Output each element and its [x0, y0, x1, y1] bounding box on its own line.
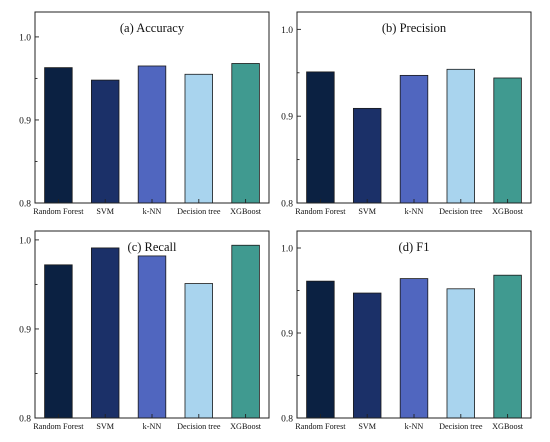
x-tick-label-f1-2: k-NN — [405, 422, 424, 431]
y-tick-label-f1-1: 0.9 — [281, 330, 293, 340]
y-tick-label-recall-2: 1.0 — [19, 236, 31, 246]
axes-frame-precision — [296, 11, 532, 204]
x-tick-label-recall-2: k-NN — [143, 422, 162, 431]
x-tick-label-recall-1: SVM — [96, 422, 114, 431]
y-tick-label-recall-0: 0.8 — [19, 415, 31, 425]
y-tick-label-precision-1: 0.9 — [281, 113, 293, 123]
x-tick-label-precision-2: k-NN — [405, 207, 424, 216]
x-tick-label-recall-4: XGBoost — [230, 422, 262, 431]
x-tick-label-accuracy-1: SVM — [96, 207, 114, 216]
x-tick-label-recall-3: Decision tree — [177, 422, 221, 431]
y-tick-label-accuracy-2: 1.0 — [19, 33, 31, 43]
panel-f1: Random Forest SVM k-NN Decision tree XGBoost… — [281, 230, 532, 431]
bar-precision-0 — [306, 71, 335, 204]
y-tick-label-accuracy-0: 0.8 — [19, 200, 31, 210]
bar-f1-0 — [306, 280, 335, 419]
panel-precision: Random Forest SVM k-NN Decision tree XGBoost… — [281, 11, 532, 216]
y-tick-label-precision-0: 0.8 — [281, 200, 293, 210]
x-tick-label-f1-3: Decision tree — [439, 422, 483, 431]
x-tick-label-precision-4: XGBoost — [492, 207, 524, 216]
x-tick-label-f1-4: XGBoost — [492, 422, 524, 431]
bar-precision-4 — [493, 77, 522, 204]
x-tick-label-precision-3: Decision tree — [439, 207, 483, 216]
bar-accuracy-1 — [90, 79, 120, 204]
bar-accuracy-0 — [44, 67, 73, 204]
chart-title-f1: (d) F1 — [399, 240, 430, 254]
bar-precision-1 — [352, 107, 382, 204]
bar-f1-1 — [352, 292, 382, 419]
bar-recall-4 — [231, 244, 260, 419]
bar-f1-4 — [493, 274, 522, 419]
bar-precision-3 — [446, 68, 475, 204]
y-tick-label-f1-2: 1.0 — [281, 245, 293, 255]
x-tick-label-precision-1: SVM — [358, 207, 376, 216]
bar-recall-0 — [44, 264, 73, 419]
chart-title-accuracy: (a) Accuracy — [120, 21, 185, 35]
axes-frame-recall — [34, 230, 270, 419]
bar-precision-2 — [399, 74, 429, 204]
axes-frame-f1 — [296, 230, 532, 419]
chart-title-precision: (b) Precision — [382, 21, 447, 35]
x-tick-label-accuracy-4: XGBoost — [230, 207, 262, 216]
x-tick-label-f1-1: SVM — [358, 422, 376, 431]
bar-accuracy-2 — [137, 65, 167, 204]
panel-accuracy: Random Forest SVM k-NN Decision tree XGBoost… — [19, 11, 270, 216]
bar-recall-2 — [137, 255, 167, 419]
panel-recall: Random Forest SVM k-NN Decision tree XGBoost… — [19, 230, 270, 431]
bar-accuracy-3 — [184, 73, 214, 204]
chart-title-recall: (c) Recall — [128, 240, 177, 254]
x-tick-label-precision-0: Random Forest — [295, 207, 346, 216]
bar-recall-1 — [90, 247, 120, 419]
y-tick-label-accuracy-1: 0.9 — [19, 116, 31, 126]
y-tick-label-precision-2: 1.0 — [281, 26, 293, 36]
y-tick-label-f1-0: 0.8 — [281, 415, 293, 425]
x-tick-label-accuracy-2: k-NN — [143, 207, 162, 216]
x-tick-label-f1-0: Random Forest — [295, 422, 346, 431]
bar-recall-3 — [184, 283, 214, 419]
bar-f1-2 — [399, 278, 429, 419]
bar-accuracy-4 — [231, 63, 260, 204]
x-tick-label-recall-0: Random Forest — [33, 422, 84, 431]
x-tick-label-accuracy-3: Decision tree — [177, 207, 221, 216]
bar-f1-3 — [446, 288, 475, 419]
y-tick-label-recall-1: 0.9 — [19, 325, 31, 335]
x-tick-label-accuracy-0: Random Forest — [33, 207, 84, 216]
axes-frame-accuracy — [34, 11, 270, 204]
